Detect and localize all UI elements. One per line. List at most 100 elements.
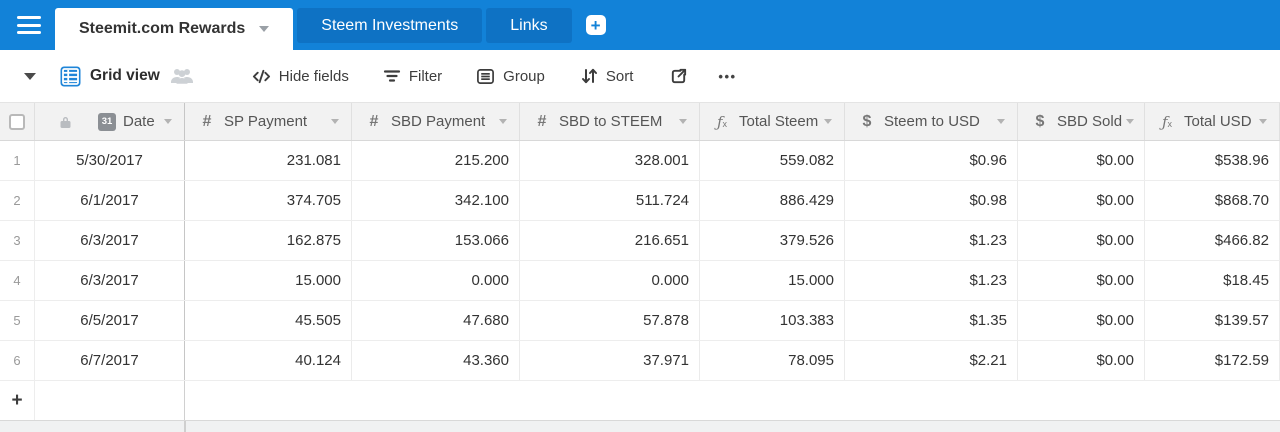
- cell-sbd_payment[interactable]: 153.066: [352, 221, 520, 260]
- sort-icon: [581, 67, 598, 85]
- cell-total_steem[interactable]: 78.095: [700, 341, 845, 380]
- cell-sp_payment[interactable]: 15.000: [185, 261, 352, 300]
- cell-steem_to_usd[interactable]: $1.23: [845, 221, 1018, 260]
- cell-date[interactable]: 6/5/2017: [35, 301, 185, 340]
- more-options-button[interactable]: •••: [718, 68, 737, 84]
- column-header-steem_to_usd[interactable]: $ Steem to USD: [845, 103, 1018, 140]
- add-row-cell[interactable]: [35, 381, 185, 420]
- cell-steem_to_usd[interactable]: $0.98: [845, 181, 1018, 220]
- add-table-button[interactable]: +: [585, 15, 606, 35]
- cell-sbd_to_steem[interactable]: 37.971: [520, 341, 700, 380]
- sort-button[interactable]: Sort: [581, 67, 634, 85]
- cell-total_usd[interactable]: $466.82: [1145, 221, 1280, 260]
- cell-total_steem[interactable]: 559.082: [700, 141, 845, 180]
- lock-icon: [59, 115, 72, 129]
- cell-sbd_sold[interactable]: $0.00: [1018, 301, 1145, 340]
- cell-sp_payment[interactable]: 231.081: [185, 141, 352, 180]
- column-label: SBD Payment: [391, 113, 486, 130]
- cell-date[interactable]: 5/30/2017: [35, 141, 185, 180]
- tab-steem-investments[interactable]: Steem Investments: [297, 8, 483, 43]
- grid-view-icon[interactable]: [60, 66, 81, 87]
- chevron-down-icon[interactable]: [164, 119, 172, 124]
- cell-sbd_payment[interactable]: 43.360: [352, 341, 520, 380]
- column-header-total_usd[interactable]: ƒ x Total USD: [1145, 103, 1280, 140]
- cell-sbd_sold[interactable]: $0.00: [1018, 141, 1145, 180]
- cell-sbd_sold[interactable]: $0.00: [1018, 341, 1145, 380]
- cell-sbd_sold[interactable]: $0.00: [1018, 181, 1145, 220]
- group-label: Group: [503, 67, 545, 85]
- cell-sbd_to_steem[interactable]: 328.001: [520, 141, 700, 180]
- cell-sbd_payment[interactable]: 47.680: [352, 301, 520, 340]
- chevron-down-icon[interactable]: [1259, 119, 1267, 124]
- cell-total_usd[interactable]: $18.45: [1145, 261, 1280, 300]
- add-row-button[interactable]: +: [0, 381, 35, 420]
- chevron-down-icon[interactable]: [259, 26, 270, 32]
- chevron-down-icon[interactable]: [331, 119, 339, 124]
- cell-sp_payment[interactable]: 162.875: [185, 221, 352, 260]
- table-row: 2 6/1/2017 374.705 342.100 511.724 886.429 $0.…: [0, 181, 1280, 221]
- chevron-down-icon[interactable]: [499, 119, 507, 124]
- sort-label: Sort: [605, 67, 634, 85]
- currency-icon: $: [1035, 112, 1045, 130]
- column-header-date[interactable]: 31 Date: [35, 103, 185, 140]
- cell-sbd_payment[interactable]: 215.200: [352, 141, 520, 180]
- cell-sbd_to_steem[interactable]: 57.878: [520, 301, 700, 340]
- cell-total_usd[interactable]: $868.70: [1145, 181, 1280, 220]
- cell-sbd_payment[interactable]: 0.000: [352, 261, 520, 300]
- cell-sp_payment[interactable]: 45.505: [185, 301, 352, 340]
- column-header-sbd_to_steem[interactable]: # SBD to STEEM: [520, 103, 700, 140]
- cell-sp_payment[interactable]: 374.705: [185, 181, 352, 220]
- cell-sbd_to_steem[interactable]: 511.724: [520, 181, 700, 220]
- column-header-total_steem[interactable]: ƒ x Total Steem: [700, 103, 845, 140]
- view-sidebar-toggle-icon[interactable]: [24, 72, 36, 80]
- cell-date[interactable]: 6/1/2017: [35, 181, 185, 220]
- chevron-down-icon[interactable]: [679, 119, 687, 124]
- collaborators-icon: [170, 67, 194, 85]
- cell-steem_to_usd[interactable]: $2.21: [845, 341, 1018, 380]
- chevron-down-icon[interactable]: [824, 119, 832, 124]
- view-name[interactable]: Grid view: [90, 67, 160, 84]
- cell-total_steem[interactable]: 103.383: [700, 301, 845, 340]
- cell-steem_to_usd[interactable]: $1.35: [845, 301, 1018, 340]
- cell-steem_to_usd[interactable]: $0.96: [845, 141, 1018, 180]
- cell-total_steem[interactable]: 886.429: [700, 181, 845, 220]
- cell-date[interactable]: 6/3/2017: [35, 261, 185, 300]
- share-view-icon[interactable]: [669, 67, 688, 86]
- tab-steemit-rewards[interactable]: Steemit.com Rewards: [55, 8, 294, 50]
- chevron-down-icon[interactable]: [997, 119, 1005, 124]
- cell-sbd_sold[interactable]: $0.00: [1018, 221, 1145, 260]
- hide-fields-button[interactable]: Hide fields: [252, 67, 349, 86]
- cell-date[interactable]: 6/3/2017: [35, 221, 185, 260]
- select-all-checkbox[interactable]: [9, 113, 25, 130]
- cell-steem_to_usd[interactable]: $1.23: [845, 261, 1018, 300]
- tab-links[interactable]: Links: [486, 8, 572, 43]
- cell-total_steem[interactable]: 379.526: [700, 221, 845, 260]
- cell-total_steem[interactable]: 15.000: [700, 261, 845, 300]
- cell-date[interactable]: 6/7/2017: [35, 341, 185, 380]
- column-header-sbd_sold[interactable]: $ SBD Sold: [1018, 103, 1145, 140]
- cell-sbd_sold[interactable]: $0.00: [1018, 261, 1145, 300]
- add-row[interactable]: +: [0, 381, 1280, 421]
- filter-button[interactable]: Filter: [383, 67, 442, 85]
- plus-icon: +: [590, 15, 601, 35]
- column-label: SP Payment: [224, 113, 308, 130]
- row-number: 5: [0, 301, 35, 340]
- cell-total_usd[interactable]: $139.57: [1145, 301, 1280, 340]
- grid-body: 1 5/30/2017 231.081 215.200 328.001 559.082 $0…: [0, 141, 1280, 381]
- column-header-sbd_payment[interactable]: # SBD Payment: [352, 103, 520, 140]
- cell-sbd_to_steem[interactable]: 216.651: [520, 221, 700, 260]
- cell-sbd_to_steem[interactable]: 0.000: [520, 261, 700, 300]
- cell-total_usd[interactable]: $172.59: [1145, 341, 1280, 380]
- cell-sbd_payment[interactable]: 342.100: [352, 181, 520, 220]
- menu-icon[interactable]: [17, 16, 41, 34]
- group-button[interactable]: Group: [476, 67, 545, 86]
- cell-total_usd[interactable]: $538.96: [1145, 141, 1280, 180]
- column-header-sp_payment[interactable]: # SP Payment: [185, 103, 352, 140]
- select-all-cell: [0, 103, 35, 140]
- chevron-down-icon[interactable]: [1126, 119, 1135, 124]
- row-number: 2: [0, 181, 35, 220]
- cell-sp_payment[interactable]: 40.124: [185, 341, 352, 380]
- topbar: Steemit.com Rewards Steem Investments Li…: [0, 0, 1280, 50]
